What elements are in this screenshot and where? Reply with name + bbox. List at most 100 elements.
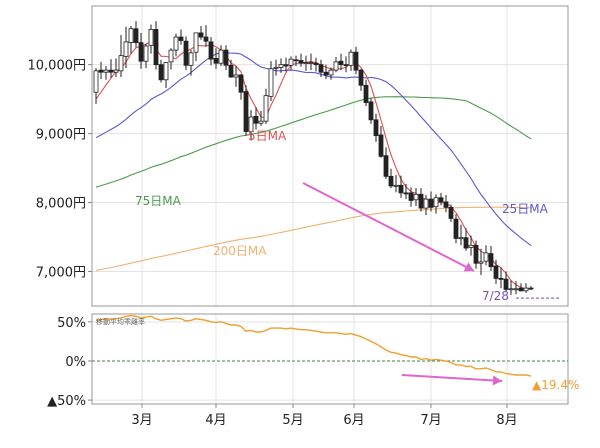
candle-68 [433, 194, 439, 214]
candle-52 [353, 46, 359, 75]
sub-ytick-label-0: 50% [57, 316, 86, 331]
candle-74 [463, 228, 469, 251]
candle-body-52 [353, 51, 359, 71]
deviation-legend-label: 移動平均乖離率 [96, 317, 145, 326]
candle-9 [138, 32, 144, 69]
candle-76 [473, 240, 479, 269]
candle-body-24 [213, 58, 219, 64]
candle-36 [273, 59, 279, 76]
candle-10 [143, 43, 149, 69]
candle-body-16 [173, 36, 179, 51]
candle-body-27 [228, 64, 234, 78]
x-axis: 3月 4月 5月 6月 7月 8月 [131, 404, 518, 428]
candle-body-76 [473, 244, 479, 264]
candle-64 [413, 188, 419, 206]
candle-body-54 [363, 84, 369, 103]
candle-11 [148, 24, 154, 54]
candle-body-14 [163, 62, 169, 81]
main-trend-arrow-head [463, 262, 474, 272]
candle-body-37 [278, 64, 284, 68]
candle-body-9 [138, 42, 144, 62]
candle-82 [503, 271, 509, 292]
candle-body-12 [153, 29, 159, 66]
candle-body-86 [523, 287, 529, 292]
candle-5 [118, 34, 124, 78]
ma200-line [95, 206, 532, 272]
candle-body-40 [293, 59, 299, 62]
candle-46 [323, 64, 329, 80]
trend-arrows [302, 182, 503, 386]
candle-25 [218, 45, 224, 66]
candle-body-87 [528, 287, 534, 290]
candle-body-0 [93, 70, 99, 93]
candle-body-35 [268, 68, 274, 97]
candle-12 [153, 21, 159, 70]
main-trend-arrow-shaft [302, 182, 475, 272]
candle-40 [293, 55, 299, 66]
main-trend-arrow [302, 182, 475, 272]
main-ytick-label-0: 10,000円 [28, 59, 87, 74]
candle-body-22 [203, 36, 209, 42]
xtick-label-4: 7月 [420, 413, 441, 428]
candle-body-57 [378, 134, 384, 157]
candle-19 [188, 50, 194, 76]
candle-37 [278, 58, 284, 73]
candle-87 [528, 286, 534, 291]
candle-1 [98, 61, 104, 80]
candle-body-80 [493, 265, 499, 279]
candle-body-50 [343, 64, 349, 67]
candle-body-8 [133, 28, 139, 43]
candle-body-84 [513, 288, 519, 291]
candle-66 [423, 194, 429, 215]
candle-41 [298, 53, 304, 67]
candle-70 [443, 194, 449, 213]
candle-body-79 [488, 253, 494, 268]
candle-75 [468, 235, 474, 256]
xtick-label-0: 3月 [131, 413, 152, 428]
candle-body-69 [438, 197, 444, 203]
candle-body-19 [188, 52, 194, 66]
candle-34 [263, 88, 269, 124]
candle-body-72 [453, 218, 459, 239]
candle-24 [213, 48, 219, 69]
candle-7 [128, 26, 134, 54]
candle-72 [453, 214, 459, 244]
candle-body-46 [323, 71, 329, 76]
candle-0 [93, 68, 99, 104]
candle-body-66 [423, 198, 429, 209]
candle-32 [253, 107, 259, 130]
candle-body-63 [408, 192, 414, 201]
candle-body-36 [273, 66, 279, 69]
candle-3 [108, 59, 114, 78]
candle-84 [513, 281, 519, 295]
candle-body-59 [388, 175, 394, 187]
candle-54 [363, 79, 369, 106]
candle-65 [418, 188, 424, 212]
ma75-label: 75日MA [135, 194, 182, 208]
ma5-label: 5日MA [248, 129, 287, 143]
candle-22 [203, 25, 209, 47]
candle-18 [183, 36, 189, 71]
candle-body-70 [443, 201, 449, 208]
main-ytick-label-2: 8,000円 [36, 197, 86, 212]
candle-body-78 [483, 252, 489, 262]
candle-67 [428, 191, 434, 212]
candle-body-55 [368, 101, 374, 121]
candle-26 [223, 45, 229, 71]
candle-body-53 [358, 69, 364, 86]
candle-57 [378, 126, 384, 158]
candle-body-68 [433, 197, 439, 208]
candle-body-1 [98, 69, 104, 73]
candle-body-21 [198, 32, 204, 38]
moving-average-lines [95, 40, 532, 290]
candle-81 [498, 267, 504, 289]
candle-body-62 [403, 192, 409, 195]
candle-body-20 [193, 32, 199, 53]
candle-20 [193, 32, 199, 62]
candle-body-6 [123, 41, 129, 57]
candle-body-75 [468, 244, 474, 248]
candle-body-23 [208, 41, 214, 60]
candle-body-48 [333, 61, 339, 71]
candle-body-71 [448, 206, 454, 219]
